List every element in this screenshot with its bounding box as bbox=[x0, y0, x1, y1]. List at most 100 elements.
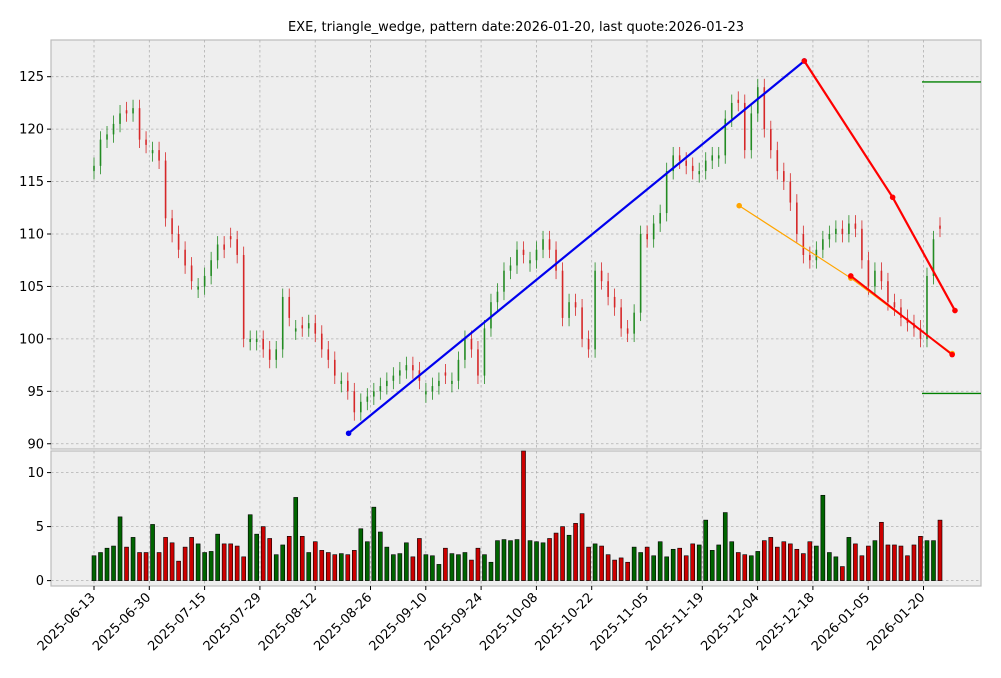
red-lower-trendline bbox=[850, 275, 953, 356]
volume-bar bbox=[182, 546, 188, 581]
candle-body bbox=[828, 234, 831, 240]
volume-bar bbox=[352, 550, 357, 581]
candle-body bbox=[268, 349, 271, 360]
volume-bar bbox=[644, 546, 650, 581]
volume-bar bbox=[761, 540, 767, 581]
candle-body bbox=[223, 244, 225, 250]
volume-bar bbox=[651, 555, 656, 581]
candle-body bbox=[698, 171, 701, 175]
volume-bar bbox=[801, 553, 806, 581]
volume-bar bbox=[579, 513, 585, 581]
volume-bar bbox=[345, 554, 351, 581]
candle-body bbox=[294, 328, 297, 332]
volume-bar bbox=[924, 540, 930, 581]
volume-tick-label: 10 bbox=[27, 466, 44, 481]
volume-bar bbox=[384, 546, 390, 581]
volume-bar bbox=[722, 512, 728, 581]
candle-body bbox=[535, 249, 538, 261]
candle-body bbox=[477, 349, 479, 376]
candle-body bbox=[685, 160, 687, 166]
volume-bar bbox=[475, 547, 481, 581]
candle-body bbox=[574, 302, 577, 308]
volume-bar bbox=[592, 543, 598, 581]
volume-bar bbox=[319, 550, 325, 581]
candle-body bbox=[425, 391, 427, 395]
candle-body bbox=[242, 254, 245, 339]
candle-body bbox=[809, 254, 811, 261]
price-panel bbox=[50, 39, 982, 450]
candle-body bbox=[639, 234, 642, 313]
volume-tick-label: 0 bbox=[36, 574, 44, 589]
candle-body bbox=[861, 228, 863, 261]
candle-body bbox=[509, 265, 512, 271]
volume-bar bbox=[788, 543, 793, 581]
price-axis: 90 95 100 105 110 115 120 125 bbox=[19, 70, 51, 452]
volume-bar bbox=[280, 544, 286, 581]
volume-bar bbox=[755, 551, 761, 581]
candle-body bbox=[711, 155, 714, 161]
candle-body bbox=[496, 291, 499, 303]
candle-body bbox=[184, 249, 186, 266]
candle-body bbox=[665, 171, 668, 214]
volume-bar bbox=[742, 554, 748, 581]
volume-bar bbox=[338, 553, 344, 581]
date-tick-label: 2025-08-12 bbox=[256, 590, 320, 654]
volume-bar bbox=[833, 556, 839, 581]
volume-bar bbox=[768, 537, 774, 581]
candle-body bbox=[164, 160, 167, 219]
volume-bar bbox=[111, 545, 116, 581]
volume-bar bbox=[729, 541, 735, 581]
volume-bar bbox=[807, 541, 813, 581]
volume-bar bbox=[508, 540, 513, 581]
candle-body bbox=[119, 113, 121, 124]
date-tick-label: 2025-11-19 bbox=[643, 590, 707, 654]
candle-body bbox=[770, 129, 772, 151]
volume-bar bbox=[931, 540, 936, 581]
red-upper-trendline-point bbox=[801, 58, 808, 64]
candle-body bbox=[516, 249, 518, 266]
volume-bar bbox=[260, 526, 266, 581]
candle-body bbox=[431, 386, 434, 392]
volume-bar bbox=[664, 556, 669, 581]
volume-bar bbox=[91, 555, 97, 581]
candle-body bbox=[307, 323, 310, 329]
candle-body bbox=[151, 150, 154, 154]
volume-bar bbox=[234, 545, 240, 581]
volume-bar bbox=[456, 554, 461, 581]
price-tick-label: 120 bbox=[19, 123, 44, 138]
volume-bar bbox=[872, 540, 878, 581]
candle-body bbox=[672, 155, 674, 172]
volume-bar bbox=[397, 553, 403, 581]
candle-body bbox=[717, 155, 720, 159]
date-tick-label: 2025-09-10 bbox=[367, 590, 431, 654]
candle-body bbox=[262, 338, 264, 350]
volume-bar bbox=[918, 536, 923, 581]
candle-body bbox=[626, 328, 629, 334]
candle-body bbox=[457, 359, 460, 381]
red-upper-trendline-point bbox=[952, 307, 958, 314]
candle-body bbox=[249, 338, 251, 343]
candle-body bbox=[841, 228, 844, 235]
candle-body bbox=[633, 312, 635, 334]
volume-bar bbox=[820, 494, 826, 581]
candle-body bbox=[926, 275, 928, 339]
candle-body bbox=[190, 265, 193, 282]
candle-body bbox=[522, 249, 525, 255]
candle-body bbox=[171, 218, 173, 235]
blue-trendline bbox=[347, 60, 805, 435]
volume-bar bbox=[879, 521, 884, 581]
blue-trendline-point bbox=[345, 430, 352, 437]
candle-body bbox=[320, 333, 323, 350]
volume-bar bbox=[866, 545, 871, 581]
volume-bar bbox=[273, 554, 279, 581]
candle-body bbox=[561, 270, 564, 318]
volume-bar bbox=[703, 519, 709, 581]
volume-bar bbox=[514, 539, 520, 581]
candle-body bbox=[659, 213, 661, 224]
volume-bar bbox=[293, 497, 299, 581]
volume-bar bbox=[378, 531, 383, 581]
candle-body bbox=[529, 260, 531, 264]
volume-bar bbox=[104, 547, 110, 581]
candle-body bbox=[288, 296, 291, 318]
candle-body bbox=[763, 87, 766, 130]
